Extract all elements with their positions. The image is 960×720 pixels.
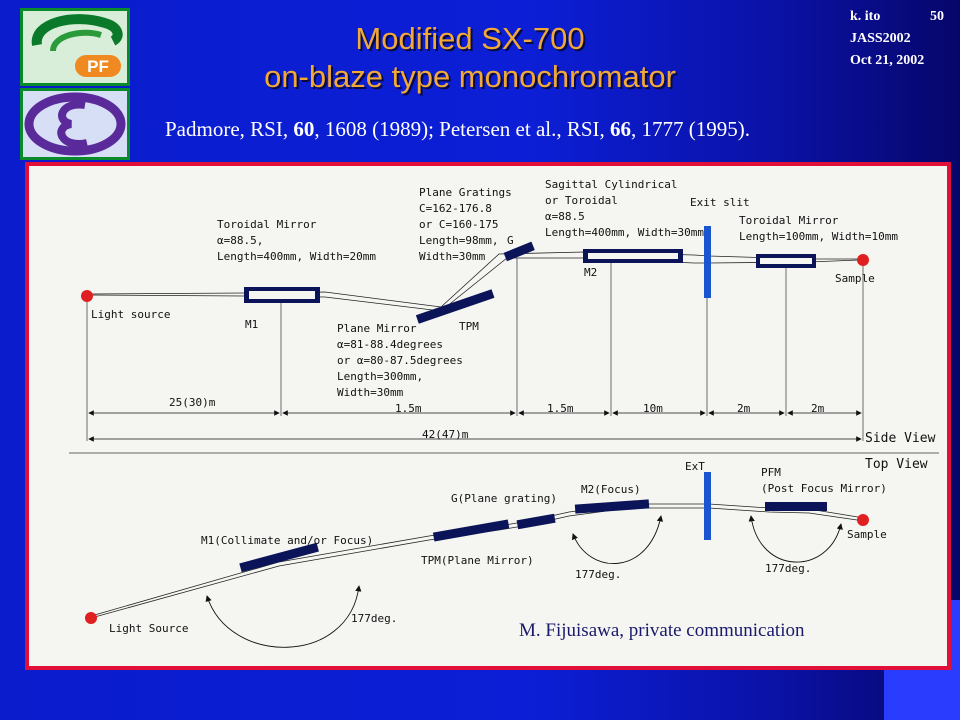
grating-g	[503, 241, 535, 262]
top-pfm-mirror	[765, 502, 827, 511]
sagittal-mirror-spec: Sagittal Cylindrical or Toroidal α=88.5 …	[545, 178, 704, 239]
top-sample-dot	[857, 514, 869, 526]
pf-logo: PF	[20, 8, 130, 86]
angle-label-1: 177deg.	[351, 612, 397, 625]
exit-slit	[704, 226, 711, 298]
top-m1-label: M1(Collimate and/or Focus)	[201, 534, 373, 547]
top-view: Top View Light Source Sample M1(Collimat…	[85, 457, 928, 648]
dist-d5: 2m	[737, 402, 751, 415]
top-grating	[516, 513, 556, 530]
slide-date: Oct 21, 2002	[850, 53, 925, 68]
m2-label: M2	[584, 266, 597, 279]
dist-d4: 10m	[643, 402, 663, 415]
conference-name: JASS2002	[850, 31, 911, 46]
top-m2-mirror	[574, 499, 650, 514]
dist-d6: 2m	[811, 402, 825, 415]
sample-dot	[857, 254, 869, 266]
top-light-source-dot	[85, 612, 97, 624]
slide-title: Modified SX-700 on-blaze type monochroma…	[150, 20, 790, 96]
exit-slit-label: Exit slit	[690, 196, 750, 209]
slide-stamp: k. ito 50 JASS2002 Oct 21, 2002	[850, 6, 944, 72]
top-tpm-label: TPM(Plane Mirror)	[421, 554, 534, 567]
top-m1-mirror	[239, 542, 319, 573]
g-label: G	[507, 234, 514, 247]
slide-number: 50	[930, 9, 944, 24]
side-view-label: Side View	[865, 431, 936, 446]
side-view: Light source M1 TPM G M2 Exit slit Sampl…	[81, 178, 936, 446]
top-sample-label: Sample	[847, 528, 887, 541]
dist-total: 42(47)m	[422, 428, 469, 441]
title-line-2: on-blaze type monochromator	[264, 59, 676, 94]
top-pfm-label: PFM (Post Focus Mirror)	[761, 466, 887, 495]
credit-note: M. Fijuisawa, private communication	[519, 620, 805, 641]
top-light-source-label: Light Source	[109, 622, 188, 635]
side-sample-label: Sample	[835, 272, 875, 285]
toroidal-mirror-1-spec: Toroidal Mirror α=88.5, Length=400mm, Wi…	[217, 218, 376, 263]
angle-label-2: 177deg.	[575, 568, 621, 581]
m1-label: M1	[245, 318, 258, 331]
top-grating-label: G(Plane grating)	[451, 492, 557, 505]
title-line-1: Modified SX-700	[355, 21, 585, 56]
top-view-label: Top View	[865, 457, 928, 472]
tpm-mirror	[415, 289, 495, 324]
diagram-panel: Light source M1 TPM G M2 Exit slit Sampl…	[25, 162, 951, 670]
svg-text:PF: PF	[87, 57, 109, 76]
angle-label-3: 177deg.	[765, 562, 811, 575]
plane-mirror-spec: Plane Mirror α=81-88.4degrees or α=80-87…	[337, 322, 469, 399]
dist-d2: 1.5m	[395, 402, 422, 415]
citation: Padmore, RSI, 60, 1608 (1989); Petersen …	[165, 117, 751, 141]
top-tpm-mirror	[432, 519, 510, 542]
dist-d3: 1.5m	[547, 402, 574, 415]
side-light-source-label: Light source	[91, 308, 170, 321]
top-exit-slit	[704, 472, 711, 540]
plane-gratings-spec: Plane Gratings C=162-176.8 or C=160-175 …	[419, 186, 518, 263]
light-source-dot	[81, 290, 93, 302]
dist-d1: 25(30)m	[169, 396, 216, 409]
top-ext-label: ExT	[685, 460, 705, 473]
top-m2-label: M2(Focus)	[581, 483, 641, 496]
author-name: k. ito	[850, 9, 881, 24]
institute-logo	[20, 88, 130, 160]
tpm-label: TPM	[459, 320, 479, 333]
toroidal-mirror-2-spec: Toroidal Mirror Length=100mm, Width=10mm	[739, 214, 898, 243]
